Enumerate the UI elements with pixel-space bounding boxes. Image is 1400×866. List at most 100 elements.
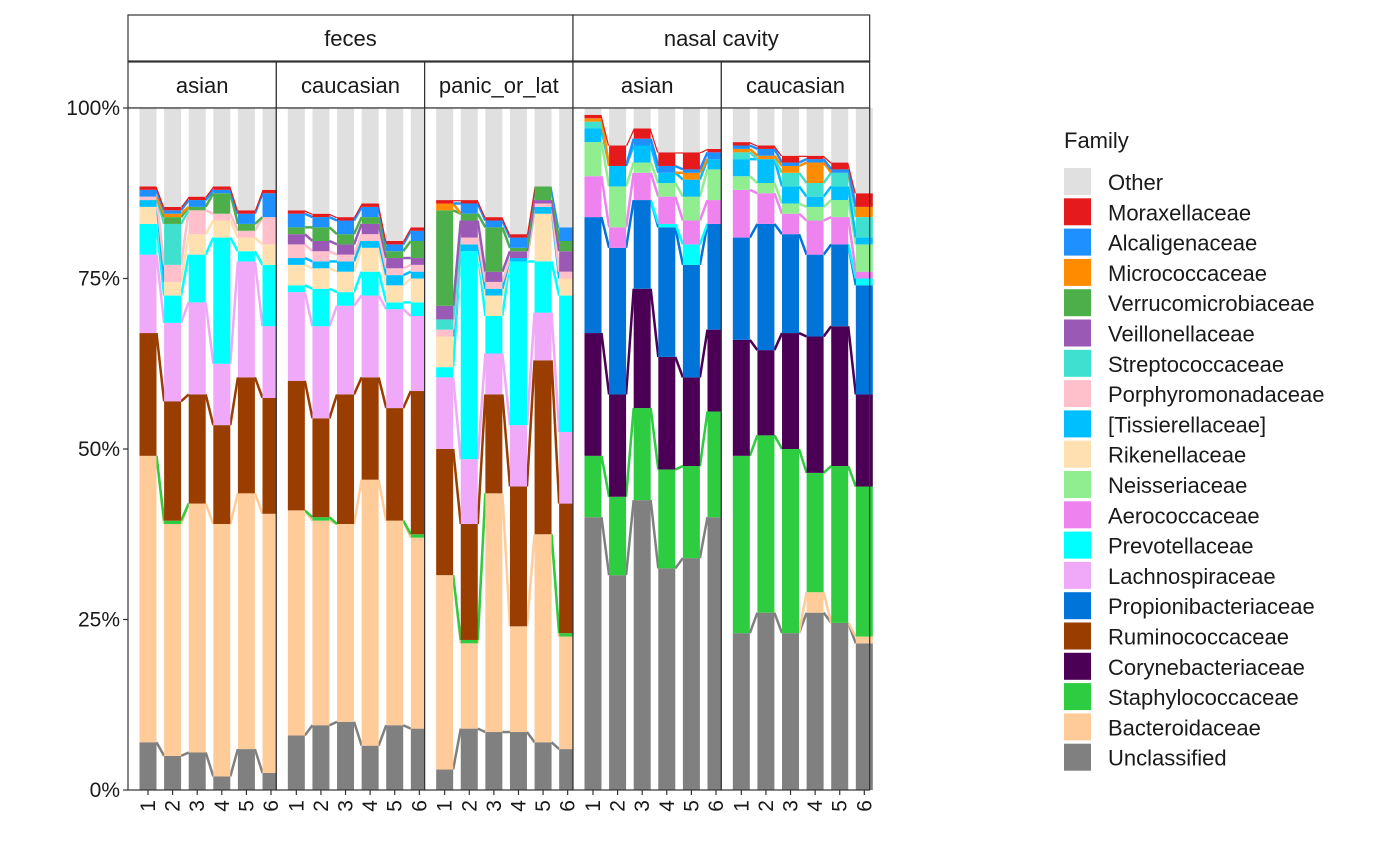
bar-sample-1 [584, 108, 602, 790]
bar-sample-2 [460, 108, 478, 790]
flow-band [823, 108, 832, 163]
flow-line [748, 434, 759, 457]
bar-segment-moraxellaceae [509, 234, 527, 238]
x-tick-label: 3 [780, 800, 803, 812]
flow-line [254, 236, 264, 246]
bar-segment-porphyromonadaceae [213, 213, 231, 221]
flow-line [600, 118, 611, 167]
bar-segment-moraxellaceae [584, 114, 602, 119]
site-strip-label: nasal cavity [664, 26, 779, 51]
bar-segment-alcaligenaceae [287, 213, 305, 228]
bar-segment-ruminococcaceae [188, 394, 206, 504]
legend-swatch [1064, 561, 1091, 589]
flow-line [749, 188, 758, 195]
flow-line [204, 503, 215, 525]
ethnicity-strip-label: caucasian [301, 73, 400, 98]
flow-line [179, 301, 190, 324]
bar-segment-other [164, 108, 182, 207]
bar-segment-moraxellaceae [732, 142, 750, 146]
flow-line [846, 169, 858, 208]
x-tick-label: 3 [631, 800, 654, 812]
flow-band [205, 108, 214, 197]
flow-line [352, 721, 363, 747]
bar-segment-bacteroidaceae [237, 493, 255, 750]
bar-segment-ruminococcaceae [337, 394, 355, 525]
flow-line [822, 172, 833, 184]
bar-segment-streptococcaceae [831, 172, 849, 187]
x-tick-label: 6 [260, 800, 283, 812]
flow-line [179, 254, 190, 296]
flow-line [649, 500, 660, 569]
flow-line [773, 434, 784, 450]
bar-segment-aerococcaceae [707, 200, 725, 224]
flow-line [328, 239, 338, 246]
legend-label: Veillonellaceae [1108, 322, 1255, 347]
bar-segment-tissierellaceae [386, 275, 404, 286]
bar-segment-bacteroidaceae [436, 575, 454, 770]
bar-segment-other [139, 108, 157, 187]
bar-sample-6 [410, 108, 428, 790]
bar-segment-lachnospiraceae [534, 312, 552, 361]
flow-line [550, 261, 561, 296]
flow-line [624, 500, 635, 576]
bar-segment-neisseriaceae [658, 183, 676, 197]
ethnicity-strip-label: panic_or_lat [439, 73, 559, 98]
flow-line [352, 479, 363, 525]
bar-segment-propionibacteriaceae [732, 237, 750, 340]
flow-band [774, 108, 783, 156]
bar-segment-porphyromonadaceae [436, 329, 454, 337]
bar-segment-verrucomicrobiaceae [312, 227, 330, 241]
bar-segment-bacteroidaceae [410, 537, 428, 729]
bar-segment-veillonellaceae [386, 258, 404, 269]
flow-band [378, 108, 387, 241]
flow-line [402, 240, 412, 252]
legend-label: Propionibacteriaceae [1108, 594, 1315, 619]
bar-segment-aerococcaceae [658, 196, 676, 224]
bar-segment-neisseriaceae [609, 186, 627, 228]
flow-band [749, 108, 758, 146]
flow-line [204, 394, 215, 426]
bar-segment-porphyromonadaceae [410, 264, 428, 272]
flow-line [179, 233, 190, 283]
bar-segment-streptococcaceae [855, 217, 873, 238]
bar-segment-porphyromonadaceae [262, 217, 280, 245]
legend-label: Porphyromonadaceae [1108, 382, 1324, 407]
bar-segment-moraxellaceae [361, 203, 379, 207]
flow-line [204, 752, 215, 777]
bar-segment-neisseriaceae [732, 176, 750, 190]
bar-segment-porphyromonadaceae [361, 234, 379, 241]
flow-line [204, 189, 215, 201]
y-tick-label: 0% [90, 779, 120, 802]
bar-segment-lachnospiraceae [213, 363, 231, 426]
bar-segment-alcaligenaceae [188, 200, 206, 207]
flow-line [797, 448, 808, 474]
flow-line [797, 591, 808, 634]
bar-segment-corynebacteriaceae [682, 377, 700, 467]
bar-segment-propionibacteriaceae [707, 223, 725, 330]
x-tick-label: 1 [137, 800, 160, 812]
bar-segment-prevotellaceae [855, 278, 873, 286]
flow-line [748, 151, 759, 161]
bar-sample-6 [855, 108, 873, 790]
legend-label: Streptococcaceae [1108, 352, 1284, 377]
bar-sample-5 [386, 108, 404, 790]
bar-segment-ruminococcaceae [164, 401, 182, 521]
bar-segment-alcaligenaceae [485, 220, 503, 228]
legend-swatch [1064, 380, 1091, 408]
bar-segment-rikenellaceae [534, 213, 552, 262]
bar-segment-tissierellaceae [509, 258, 527, 262]
bar-segment-tissierellaceae [682, 179, 700, 197]
flow-band [601, 108, 610, 146]
bar-segment-rikenellaceae [410, 278, 428, 303]
flow-line [304, 256, 313, 263]
flow-band [230, 108, 238, 211]
flow-line [253, 492, 264, 515]
x-tick-label: 4 [656, 800, 679, 812]
bar-segment-neisseriaceae [855, 244, 873, 272]
bar-segment-alcaligenaceae [237, 213, 255, 224]
legend-item: Moraxellaceae [1064, 198, 1251, 226]
flow-line [773, 154, 784, 167]
bar-segment-verrucomicrobiaceae [386, 251, 404, 259]
bar-segment-moraxellaceae [213, 186, 231, 190]
bar-segment-prevotellaceae [262, 264, 280, 327]
